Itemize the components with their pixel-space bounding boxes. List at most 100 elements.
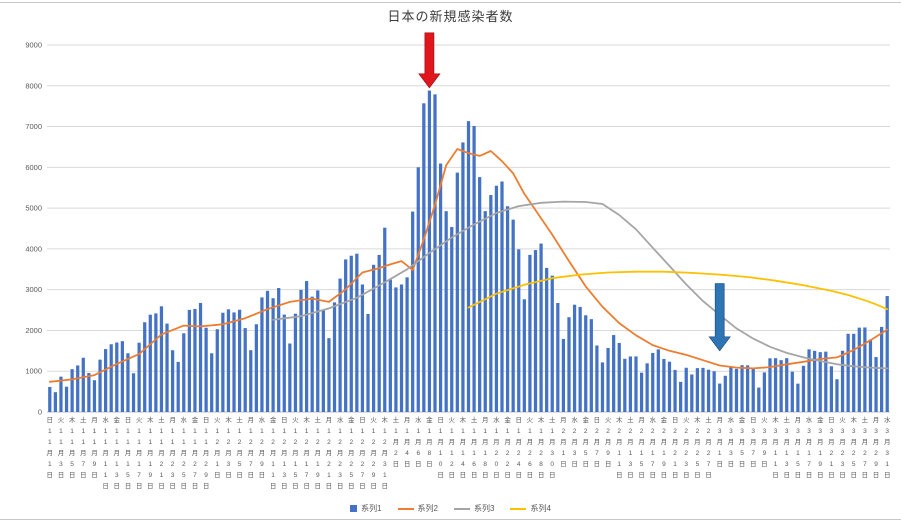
svg-text:9000: 9000 [25,41,42,50]
svg-text:6000: 6000 [25,163,42,172]
worksheet-gridline-bottom [0,519,901,522]
bars-series1 [48,90,889,413]
legend-item-系列3: 系列3 [454,503,494,514]
svg-text:4000: 4000 [25,244,42,253]
svg-text:7000: 7000 [25,122,42,131]
legend-line-swatch-icon [397,507,414,510]
svg-text:2000: 2000 [25,326,42,335]
blue-arrow [708,283,731,352]
line-series3 [272,200,889,370]
legend-label: 系列4 [530,504,551,513]
legend-label: 系列3 [474,504,495,513]
chart-title: 日本の新規感染者数 [387,9,514,24]
legend-label: 系列2 [417,504,438,513]
svg-text:5000: 5000 [25,204,42,213]
x-axis-labels: 日 1 1 月 1 日火 1 1 月 3 日木 1 1 月 5 日土 1 1 月 7 日月 1 1 月 9 日水 1 1 月 1 1 日金 1 1… [47,415,891,490]
annotation-arrows [418,32,731,352]
legend-line-swatch-icon [454,507,470,510]
legend: 系列1 系列2 系列3 系列4 [0,503,901,514]
svg-text:3000: 3000 [25,285,42,294]
line-series4 [467,270,889,311]
svg-text:8000: 8000 [25,81,42,90]
worksheet-gridline-top [0,0,901,3]
legend-item-系列1: 系列1 [350,503,382,514]
legend-item-系列2: 系列2 [397,503,438,514]
svg-text:0: 0 [38,408,42,417]
line-series2 [48,148,889,383]
legend-item-系列4: 系列4 [510,503,551,514]
legend-label: 系列1 [361,504,382,513]
red-arrow [418,32,441,89]
legend-bar-swatch-icon [350,505,358,512]
